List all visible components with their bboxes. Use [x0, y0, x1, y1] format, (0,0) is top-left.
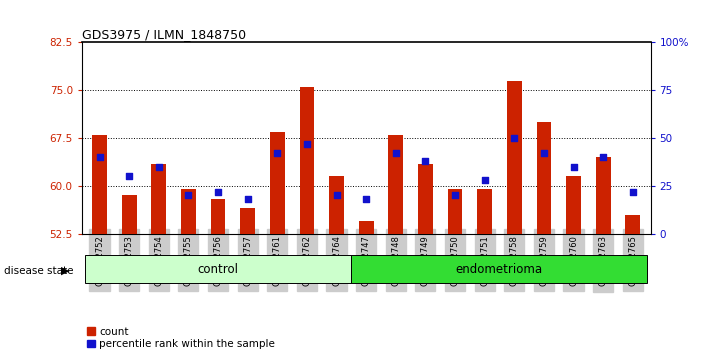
- Text: endometrioma: endometrioma: [456, 263, 542, 275]
- Bar: [596, 157, 611, 234]
- Point: [538, 150, 550, 156]
- Bar: [122, 195, 137, 234]
- Bar: [418, 164, 433, 234]
- Bar: [351, 255, 647, 283]
- Bar: [210, 199, 225, 234]
- Bar: [329, 176, 344, 234]
- Point: [331, 193, 342, 198]
- Point: [301, 141, 313, 147]
- Bar: [270, 132, 284, 234]
- Bar: [181, 189, 196, 234]
- Point: [627, 189, 638, 194]
- Bar: [151, 164, 166, 234]
- Point: [508, 135, 520, 141]
- Point: [390, 150, 402, 156]
- Point: [124, 173, 135, 179]
- Point: [213, 189, 224, 194]
- Point: [479, 177, 491, 183]
- Bar: [626, 215, 640, 234]
- Bar: [537, 122, 551, 234]
- Bar: [448, 189, 462, 234]
- Point: [568, 164, 579, 170]
- Text: disease state: disease state: [4, 266, 73, 276]
- Text: control: control: [197, 263, 238, 275]
- Bar: [85, 255, 351, 283]
- Bar: [507, 81, 522, 234]
- Text: GDS3975 / ILMN_1848750: GDS3975 / ILMN_1848750: [82, 28, 246, 41]
- Bar: [299, 87, 314, 234]
- Point: [242, 196, 253, 202]
- Point: [449, 193, 461, 198]
- Point: [94, 154, 105, 160]
- Bar: [566, 176, 581, 234]
- Bar: [477, 189, 492, 234]
- Text: ▶: ▶: [61, 266, 70, 276]
- Legend: count, percentile rank within the sample: count, percentile rank within the sample: [87, 327, 275, 349]
- Point: [419, 158, 431, 164]
- Point: [183, 193, 194, 198]
- Point: [597, 154, 609, 160]
- Point: [360, 196, 372, 202]
- Point: [272, 150, 283, 156]
- Bar: [240, 208, 255, 234]
- Bar: [359, 221, 373, 234]
- Bar: [388, 135, 403, 234]
- Bar: [92, 135, 107, 234]
- Point: [153, 164, 164, 170]
